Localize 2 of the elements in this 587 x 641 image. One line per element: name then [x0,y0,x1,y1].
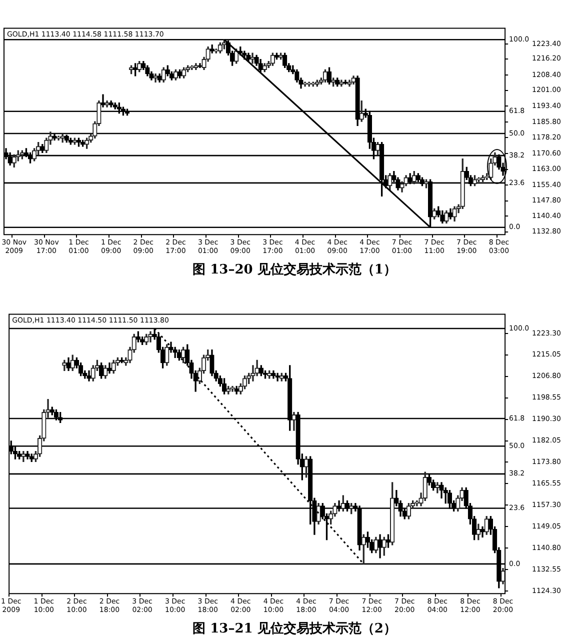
text: 图 13–21 见位交易技术示范（2） [192,620,396,637]
text: 图 13–20 见位交易技术示范（1） [192,262,396,278]
